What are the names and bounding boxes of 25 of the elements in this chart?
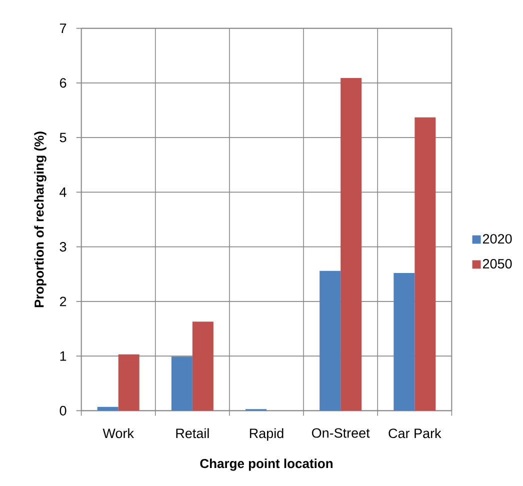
x-axis-title: Charge point location: [200, 458, 333, 471]
y-tick-label: 7: [60, 24, 66, 33]
bar: [320, 270, 341, 411]
legend-label: 2050: [482, 259, 512, 269]
bar: [192, 322, 214, 411]
y-tick-label: 4: [60, 188, 66, 197]
bar: [414, 117, 436, 411]
x-tick-label: Work: [102, 428, 134, 438]
y-axis-title: Proportion of recharging (%): [34, 132, 46, 308]
bar: [97, 406, 118, 411]
bar: [394, 273, 415, 411]
x-tick-label: Retail: [176, 428, 209, 438]
y-tick-label: 2: [60, 296, 66, 306]
y-tick-label: 1: [60, 351, 66, 361]
y-tick-label: 3: [60, 242, 66, 252]
x-tick-label: On-Street: [312, 428, 370, 438]
y-tick-label: 6: [60, 78, 66, 88]
bar: [118, 354, 140, 411]
bar: [171, 356, 192, 411]
legend-label: 2020: [482, 234, 512, 244]
y-tick-label: 0: [60, 406, 66, 416]
y-tick-label: 5: [60, 132, 66, 142]
x-tick-label: Car Park: [388, 428, 442, 438]
bar: [340, 78, 362, 411]
x-tick-label: Rapid: [250, 428, 284, 441]
